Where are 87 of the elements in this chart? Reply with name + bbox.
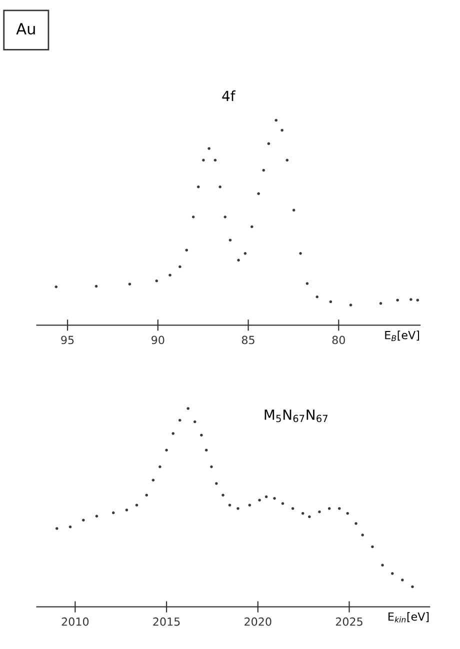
x-tick-label: 95 — [61, 336, 74, 344]
point — [281, 502, 284, 505]
point — [135, 504, 138, 506]
point — [250, 225, 254, 228]
point — [128, 282, 132, 286]
point — [292, 208, 296, 212]
point — [168, 274, 172, 277]
point — [280, 128, 284, 132]
point — [381, 564, 384, 567]
point — [82, 518, 85, 522]
text: Au — [16, 23, 35, 35]
x-tick-label: 80 — [332, 336, 345, 344]
point — [306, 282, 309, 285]
point — [346, 512, 349, 515]
point — [411, 585, 414, 588]
point — [210, 465, 213, 468]
point — [273, 496, 276, 500]
point — [299, 252, 302, 255]
point — [301, 512, 304, 515]
point — [401, 578, 404, 582]
point — [125, 508, 128, 512]
point — [354, 522, 358, 525]
point — [224, 216, 227, 218]
point — [308, 515, 311, 518]
point — [204, 448, 208, 452]
point — [95, 514, 98, 518]
point — [172, 432, 174, 435]
point — [329, 300, 332, 304]
point — [237, 258, 240, 262]
point — [410, 298, 412, 301]
point — [349, 304, 352, 306]
x-axis-title: E$_{B}$[eV] — [385, 330, 420, 341]
point — [200, 434, 203, 436]
point — [416, 298, 420, 302]
x-tick-label: 2025 — [336, 617, 362, 626]
point — [193, 420, 196, 424]
point — [186, 407, 190, 410]
point — [258, 498, 261, 502]
point — [262, 168, 266, 172]
point — [228, 504, 232, 506]
point — [379, 302, 382, 305]
point — [318, 510, 321, 514]
point — [112, 511, 115, 514]
point — [396, 298, 399, 302]
point — [94, 284, 98, 288]
x-tick-label: 2015 — [153, 617, 180, 626]
point — [274, 118, 278, 122]
point — [338, 507, 341, 510]
point — [155, 280, 158, 282]
x-axis-title: E$_{kin}$[eV] — [388, 612, 429, 622]
point — [178, 265, 182, 268]
point — [218, 185, 222, 188]
point — [145, 494, 148, 497]
point — [54, 285, 58, 288]
x-tick-label: 85 — [242, 336, 254, 344]
point — [228, 238, 232, 242]
point — [236, 507, 240, 510]
point — [286, 158, 289, 162]
chart-title: M$_{5}$N$_{67}$N$_{67}$ — [264, 410, 328, 422]
point — [390, 572, 394, 575]
point — [316, 295, 319, 298]
point — [267, 142, 270, 145]
x-tick-label: 2010 — [62, 617, 89, 626]
point — [215, 482, 218, 485]
point — [214, 158, 217, 162]
chart-title: 4f — [222, 90, 236, 101]
point — [196, 185, 200, 188]
point — [202, 158, 205, 162]
point — [68, 526, 72, 528]
point — [222, 494, 224, 497]
point — [257, 192, 260, 195]
point — [56, 527, 58, 530]
point — [185, 248, 188, 252]
point — [328, 507, 331, 510]
point — [291, 507, 294, 510]
point — [165, 448, 168, 452]
point — [248, 504, 252, 506]
point — [244, 252, 247, 255]
point — [208, 147, 210, 150]
x-tick-label: 90 — [152, 336, 164, 344]
point — [158, 465, 162, 468]
point — [371, 545, 374, 548]
x-tick-label: 2020 — [244, 617, 272, 626]
point — [178, 418, 182, 422]
point — [361, 534, 364, 536]
point — [152, 478, 155, 482]
point — [192, 216, 195, 218]
